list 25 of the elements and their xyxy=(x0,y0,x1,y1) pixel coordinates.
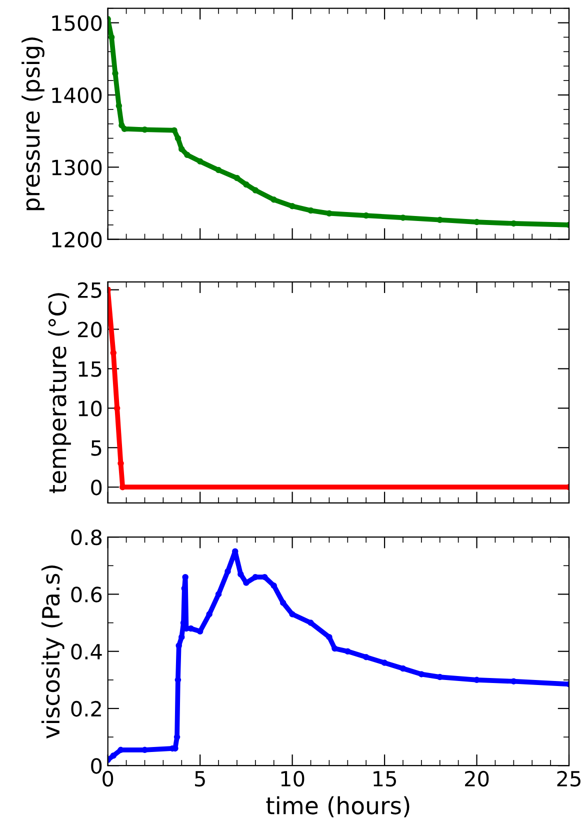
y-tick-label: 0 xyxy=(91,480,102,496)
x-tick-label: 0 xyxy=(102,770,114,787)
y-tick-label: 1300 xyxy=(52,160,102,176)
y-tick-label: 0.4 xyxy=(71,644,102,660)
y-tick-label: 20 xyxy=(78,322,102,338)
y-tick-label: 25 xyxy=(78,282,102,298)
y-tick-label: 0 xyxy=(91,758,102,774)
y-tick-label: 5 xyxy=(91,440,102,456)
y-axis-title: temperature (°C) xyxy=(48,293,71,494)
x-axis-title: time (hours) xyxy=(266,796,410,818)
x-tick-label: 20 xyxy=(465,770,489,787)
y-tick-label: 1200 xyxy=(52,232,102,248)
y-axis-title: viscosity (Pa.s) xyxy=(41,566,64,739)
x-tick-label: 15 xyxy=(374,771,396,787)
y-tick-label: 15 xyxy=(78,361,102,377)
y-tick-label: 0.6 xyxy=(71,586,102,602)
y-axis-title: pressure (psig) xyxy=(22,38,44,210)
y-tick-label: 0.2 xyxy=(71,700,101,717)
x-tick-label: 25 xyxy=(557,770,580,787)
y-tick-label: 1500 xyxy=(52,15,102,31)
x-tick-label: 5 xyxy=(195,771,205,787)
y-tick-label: 0.8 xyxy=(71,530,102,546)
y-tick-label: 1400 xyxy=(52,87,102,104)
y-tick-label: 10 xyxy=(78,400,102,416)
x-tick-label: 10 xyxy=(281,770,304,787)
